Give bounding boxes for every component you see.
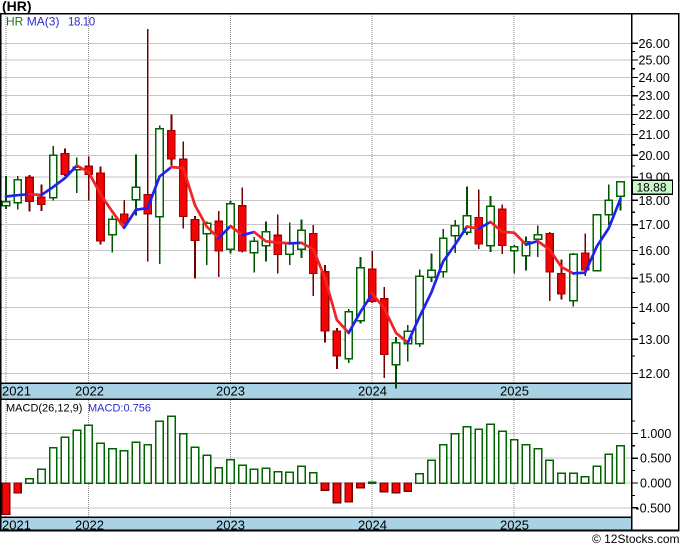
svg-text:MA(3): MA(3) — [27, 15, 60, 29]
svg-text:MACD:0.756: MACD:0.756 — [88, 403, 151, 415]
svg-text:© 12Stocks.com: © 12Stocks.com — [592, 532, 680, 546]
svg-text:16.00: 16.00 — [639, 244, 670, 258]
svg-text:0.000: 0.000 — [640, 477, 671, 491]
svg-text:2025: 2025 — [500, 384, 529, 399]
svg-text:2022: 2022 — [75, 384, 104, 399]
svg-text:18.00: 18.00 — [639, 194, 670, 208]
svg-text:HR: HR — [6, 15, 24, 29]
svg-text:1.000: 1.000 — [640, 427, 671, 441]
svg-text:2021: 2021 — [2, 518, 31, 533]
svg-text:23.00: 23.00 — [639, 89, 670, 103]
svg-text:25.00: 25.00 — [639, 54, 670, 68]
svg-text:2023: 2023 — [216, 518, 245, 533]
svg-text:2024: 2024 — [358, 384, 387, 399]
svg-text:13.00: 13.00 — [639, 333, 670, 347]
svg-text:2021: 2021 — [2, 384, 31, 399]
svg-text:2022: 2022 — [75, 518, 104, 533]
svg-text:22.00: 22.00 — [639, 108, 670, 122]
svg-text:2023: 2023 — [216, 384, 245, 399]
svg-text:-0.500: -0.500 — [636, 501, 671, 515]
svg-text:21.00: 21.00 — [639, 128, 670, 142]
svg-text:20.00: 20.00 — [639, 149, 670, 163]
svg-text:(HR): (HR) — [2, 0, 32, 14]
svg-text:18.88: 18.88 — [637, 181, 667, 195]
svg-text:2024: 2024 — [358, 518, 387, 533]
svg-text:14.00: 14.00 — [639, 301, 670, 315]
svg-text:18.10: 18.10 — [68, 17, 95, 29]
svg-text:2025: 2025 — [500, 518, 529, 533]
svg-text:MACD(26,12,9): MACD(26,12,9) — [6, 403, 82, 415]
svg-text:0.500: 0.500 — [640, 452, 671, 466]
svg-text:15.00: 15.00 — [639, 272, 670, 286]
svg-text:26.00: 26.00 — [639, 37, 670, 51]
svg-text:17.00: 17.00 — [639, 218, 670, 232]
svg-text:12.00: 12.00 — [639, 367, 670, 381]
svg-text:24.00: 24.00 — [639, 71, 670, 85]
